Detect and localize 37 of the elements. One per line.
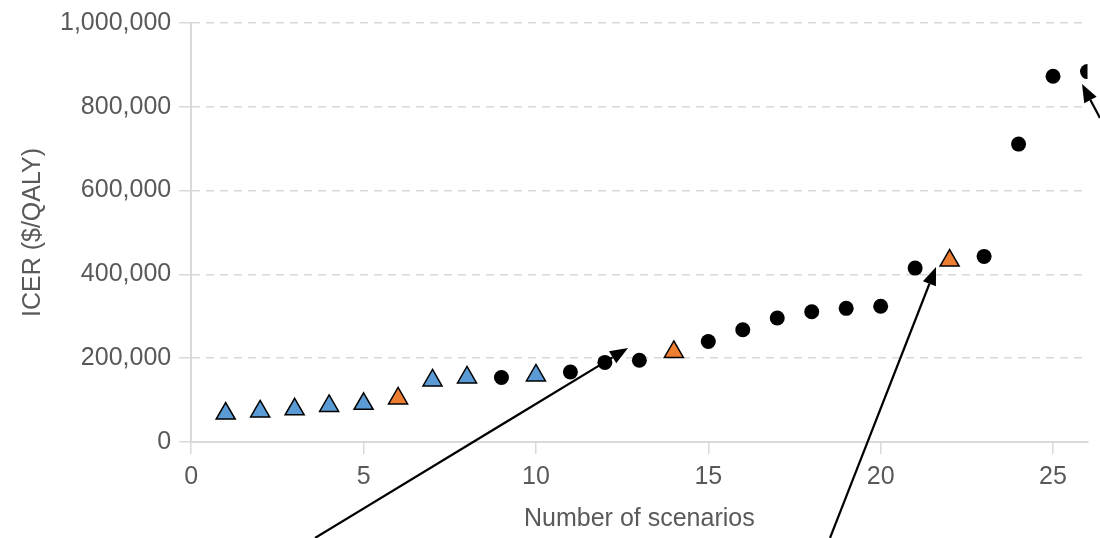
point: [387, 386, 409, 405]
y-tick-label: 0: [157, 425, 172, 454]
point: [700, 333, 716, 349]
point: [249, 399, 271, 418]
point: [873, 298, 889, 314]
x-axis-title: Number of scenarios: [524, 502, 755, 531]
point: [456, 365, 478, 384]
point: [663, 340, 685, 359]
point: [284, 397, 305, 416]
point: [838, 300, 854, 316]
x-tick-label: 25: [1039, 460, 1067, 489]
y-tick-label: 400,000: [80, 258, 172, 287]
x-tick-label: 10: [522, 460, 550, 489]
point: [907, 260, 923, 276]
x-tick-label: 20: [866, 460, 895, 489]
x-tick-label: 15: [694, 460, 723, 489]
point: [1011, 136, 1027, 152]
point: [215, 401, 236, 420]
x-tick-label: 0: [184, 460, 199, 489]
point: [1045, 68, 1061, 84]
point: [631, 352, 647, 368]
point: [353, 392, 374, 411]
x-tick-label: 5: [356, 460, 371, 489]
y-tick-label: 600,000: [80, 174, 172, 203]
y-axis-title: ICER ($/QALY): [16, 147, 45, 318]
point: [735, 322, 751, 338]
point: [562, 364, 578, 380]
point: [804, 304, 820, 320]
point: [525, 363, 547, 382]
point: [493, 369, 509, 385]
point: [769, 310, 785, 326]
point: [976, 248, 992, 264]
point: [422, 368, 443, 387]
y-tick-label: 1,000,000: [60, 6, 172, 35]
y-tick-label: 800,000: [80, 90, 172, 119]
point: [318, 394, 340, 413]
y-tick-label: 200,000: [80, 342, 172, 371]
